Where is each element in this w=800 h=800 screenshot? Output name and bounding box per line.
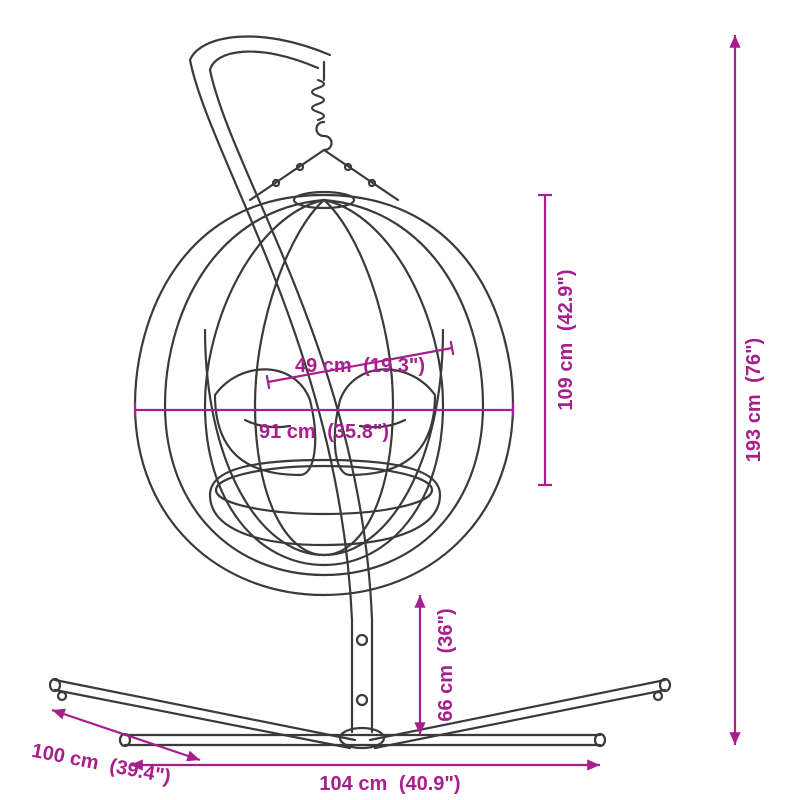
product-drawing: [50, 36, 670, 748]
dim-egg-height: 109 cm (42.9"): [555, 269, 577, 410]
base-frame: [50, 679, 670, 748]
dim-base-depth: 100 cm (39.4"): [30, 740, 173, 789]
stand-pole: [190, 36, 372, 732]
dim-ground-clear: 66 cm (36"): [435, 608, 457, 721]
spring-and-chain: [250, 62, 398, 200]
dim-base-width: 104 cm (40.9"): [319, 773, 460, 795]
dimension-annotations: [52, 35, 741, 771]
cushions: [210, 369, 440, 545]
dim-total-height: 193 cm (76"): [743, 338, 765, 462]
dimension-diagram: 193 cm (76") 109 cm (42.9") 91 cm (35.8"…: [0, 0, 800, 800]
egg-cage: [135, 192, 513, 595]
